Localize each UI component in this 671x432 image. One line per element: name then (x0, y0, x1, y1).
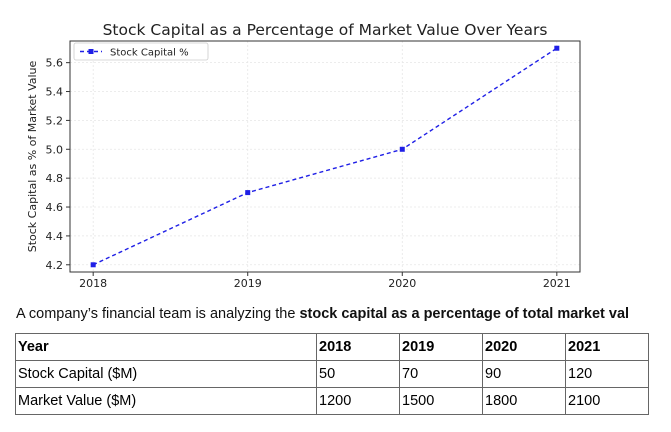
y-tick-label: 5.4 (46, 86, 64, 99)
table-cell: 50 (316, 360, 400, 388)
legend-box (73, 42, 209, 61)
y-tick-label: 4.2 (46, 259, 64, 272)
data-point (245, 190, 251, 196)
table-header-cell: 2018 (316, 333, 400, 361)
table-cell: Market Value ($M) (15, 387, 317, 415)
table-cell: 70 (399, 360, 483, 388)
data-point (399, 146, 405, 152)
table-cell: 1200 (316, 387, 400, 415)
table-header-cell: Year (15, 333, 317, 361)
y-tick-label: 4.8 (46, 172, 64, 185)
data-point (554, 45, 560, 51)
table-cell: Stock Capital ($M) (15, 360, 317, 388)
chart-title: Stock Capital as a Percentage of Market … (103, 21, 548, 39)
table-header-row: Year 2018 2019 2020 2021 (15, 333, 649, 361)
x-tick-label: 2018 (79, 277, 107, 290)
data-point (90, 262, 96, 268)
table-row: Market Value ($M) 1200 1500 1800 2100 (15, 387, 649, 415)
legend-marker (88, 49, 94, 54)
line-chart: 4.2 4.4 4.6 4.8 5.0 5.2 5.4 5.6 2018 2019 2020 2021… (26, 21, 581, 290)
y-tick-label: 4.4 (46, 230, 64, 243)
x-tick-label: 2019 (234, 277, 262, 290)
table-cell: 1500 (399, 387, 483, 415)
table-cell: 1800 (482, 387, 566, 415)
y-tick-label: 4.6 (46, 201, 64, 214)
table-cell: 90 (482, 360, 566, 388)
table-header-cell: 2021 (565, 333, 649, 361)
x-tick-label: 2020 (388, 277, 416, 290)
description-prefix: A company’s financial team is analyzing … (16, 306, 300, 322)
series-line (92, 47, 558, 266)
table-header-cell: 2019 (399, 333, 483, 361)
table-cell: 2100 (565, 387, 649, 415)
plot-frame (69, 40, 581, 273)
table-row: Stock Capital ($M) 50 70 90 120 (15, 360, 649, 388)
y-tick-label: 5.6 (46, 57, 64, 70)
y-tick-label: 5.0 (46, 143, 64, 156)
y-axis-label: Stock Capital as % of Market Value (26, 61, 39, 253)
table-cell: 120 (565, 360, 649, 388)
table-header-cell: 2020 (482, 333, 566, 361)
data-table: Year 2018 2019 2020 2021 Stock Capital (… (15, 333, 649, 415)
y-tick-label: 5.2 (46, 114, 64, 127)
description-bold: stock capital as a percentage of total m… (299, 306, 630, 322)
description-text: A company’s financial team is analyzing … (16, 306, 671, 322)
legend-label: Stock Capital % (110, 48, 189, 59)
chart: 4.2 4.4 4.6 4.8 5.0 5.2 5.4 5.6 2018 2019 2020 2021… (26, 21, 581, 290)
x-tick-label: 2021 (543, 277, 571, 290)
